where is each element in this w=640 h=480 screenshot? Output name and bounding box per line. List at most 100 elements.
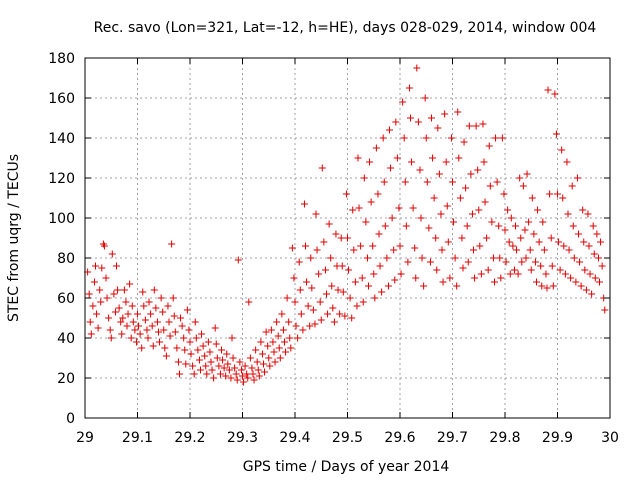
data-point [102, 274, 110, 282]
data-point [573, 174, 581, 182]
data-point [533, 278, 540, 286]
data-point [87, 330, 95, 338]
data-point [523, 170, 531, 178]
y-tick-label: 160 [48, 91, 75, 107]
x-tick-label: 29.6 [384, 430, 415, 446]
data-point [591, 274, 599, 282]
data-point [474, 166, 482, 174]
data-point [439, 278, 447, 286]
data-point [560, 242, 568, 250]
data-point [492, 134, 500, 142]
data-point [231, 364, 239, 372]
data-point [309, 306, 317, 314]
data-point [86, 318, 94, 326]
data-point [206, 348, 214, 356]
data-point [144, 334, 152, 342]
data-point [321, 266, 329, 274]
data-point [168, 240, 176, 248]
data-point [379, 134, 387, 142]
data-point [164, 302, 172, 310]
data-point [467, 170, 475, 178]
data-point [401, 178, 409, 186]
data-point [286, 334, 294, 342]
data-point [123, 322, 131, 330]
data-point [203, 370, 211, 378]
data-point [405, 84, 413, 92]
data-point [262, 328, 270, 336]
data-point [160, 326, 168, 334]
data-point [572, 278, 580, 286]
data-point [110, 290, 118, 298]
data-point [307, 254, 315, 262]
data-point [443, 202, 451, 210]
data-point [521, 226, 529, 234]
data-point [489, 254, 497, 262]
data-point [407, 114, 414, 122]
data-point [442, 158, 450, 166]
data-point [500, 190, 508, 198]
data-point [491, 278, 498, 286]
data-point [576, 258, 584, 266]
data-point [89, 302, 97, 310]
data-point [598, 262, 606, 270]
data-point [257, 338, 265, 346]
data-point [124, 310, 132, 318]
data-point [459, 264, 467, 272]
data-point [376, 262, 384, 270]
data-point [586, 270, 594, 278]
data-point [241, 362, 249, 370]
data-point [539, 218, 547, 226]
data-point [402, 222, 410, 230]
data-point [429, 154, 437, 162]
data-point [486, 182, 494, 190]
y-tick-label: 100 [48, 211, 75, 227]
data-point [285, 318, 293, 326]
data-point [369, 242, 377, 250]
data-point [143, 326, 151, 334]
data-point [250, 376, 258, 384]
data-point [192, 334, 200, 342]
data-point [601, 306, 609, 314]
data-point [418, 254, 426, 262]
data-point [189, 362, 197, 370]
data-point [201, 352, 209, 360]
y-tick-label: 140 [48, 131, 75, 147]
data-point [304, 302, 312, 310]
data-point [471, 274, 479, 282]
data-point [93, 310, 101, 318]
data-point [306, 322, 314, 330]
data-point [180, 334, 188, 342]
data-point [229, 354, 237, 362]
data-point [542, 270, 550, 278]
data-point [178, 322, 186, 330]
data-point [362, 218, 370, 226]
data-point [98, 264, 106, 272]
data-point [207, 358, 215, 366]
data-point [360, 174, 368, 182]
data-point [534, 206, 542, 214]
data-point [484, 266, 492, 274]
data-point [416, 166, 424, 174]
data-point [239, 372, 246, 380]
data-point [287, 344, 295, 352]
data-point [317, 316, 325, 324]
data-point [312, 210, 320, 218]
data-point [530, 230, 538, 238]
y-tick-label: 20 [57, 371, 75, 387]
data-point [249, 370, 257, 378]
data-point [593, 230, 601, 238]
data-point [590, 250, 598, 258]
data-point [540, 246, 548, 254]
data-point [370, 270, 378, 278]
data-point [97, 298, 105, 306]
data-point [353, 302, 361, 310]
data-point [596, 278, 603, 286]
data-point [253, 358, 261, 366]
x-tick-label: 29.8 [489, 430, 520, 446]
data-point [423, 178, 431, 186]
data-point [273, 318, 281, 326]
data-point [430, 194, 438, 202]
data-point [211, 324, 219, 332]
data-point [212, 340, 220, 348]
data-point [186, 338, 194, 346]
